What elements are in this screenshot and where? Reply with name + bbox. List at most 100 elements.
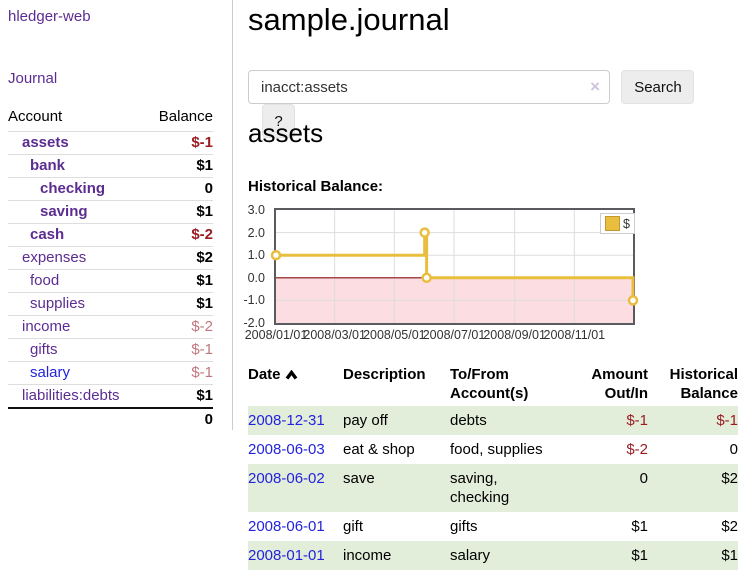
- sidebar-accounts-header: Account Balance: [8, 104, 213, 132]
- transaction-accounts: salary: [450, 547, 491, 564]
- register-row: 2008-06-02 save saving, checking 0 $2: [248, 464, 738, 512]
- sidebar-account-row: bank $1: [8, 154, 213, 178]
- transaction-amount: $1: [631, 547, 648, 564]
- balance-column-header: Historical Balance: [669, 366, 738, 402]
- sidebar-account-row: salary $-1: [8, 361, 213, 385]
- account-balance: 0: [145, 177, 213, 201]
- sidebar-divider: [232, 0, 233, 430]
- account-balance: $1: [145, 384, 213, 408]
- legend-label: $: [623, 216, 630, 231]
- y-tick-label: 1.0: [247, 248, 265, 263]
- sidebar-account-link[interactable]: assets: [22, 134, 69, 151]
- transaction-description: gift: [343, 518, 364, 535]
- chart-x-axis: 2008/01/01 2008/03/01 2008/05/01 2008/07/01…: [245, 328, 633, 344]
- y-tick-label: 0.0: [247, 270, 265, 285]
- sidebar-account-link[interactable]: saving: [40, 203, 88, 220]
- transaction-date-link[interactable]: 2008-12-31: [248, 412, 325, 429]
- account-title: assets: [248, 118, 324, 148]
- x-tick-label: 2008/05/01: [363, 328, 426, 342]
- amount-column-header: Amount Out/In: [591, 366, 648, 402]
- total-balance: 0: [145, 407, 213, 431]
- account-balance: $-1: [145, 338, 213, 362]
- transaction-balance: 0: [729, 441, 738, 458]
- register-row: 2008-06-01 gift gifts $1 $2: [248, 512, 738, 541]
- search-form: × Search ?: [248, 70, 742, 138]
- page-title: sample.journal: [248, 2, 450, 37]
- chart-y-axis: 3.0 2.0 1.0 0.0 -1.0 -2.0: [234, 203, 270, 330]
- x-tick-label: 2008/11/01: [543, 328, 606, 342]
- help-button[interactable]: ?: [262, 104, 295, 138]
- sidebar-account-row: checking 0: [8, 177, 213, 201]
- sidebar-account-link[interactable]: checking: [40, 180, 106, 197]
- transaction-date-link[interactable]: 2008-06-01: [248, 518, 325, 535]
- chart-title: Historical Balance:: [248, 178, 384, 195]
- sidebar-account-link[interactable]: income: [22, 318, 71, 335]
- transaction-amount: 0: [639, 470, 648, 487]
- transaction-date-link[interactable]: 2008-01-01: [248, 547, 325, 564]
- sidebar-account-link[interactable]: salary: [30, 364, 71, 381]
- y-tick-label: 3.0: [247, 203, 265, 217]
- sidebar-account-link[interactable]: food: [30, 272, 60, 289]
- transaction-balance: $2: [721, 470, 738, 487]
- sidebar-total-row: 0: [8, 407, 213, 431]
- transaction-amount: $-2: [626, 441, 648, 458]
- account-column-header: Account: [8, 108, 63, 125]
- search-button[interactable]: Search: [621, 70, 695, 104]
- sidebar-account-link[interactable]: expenses: [22, 249, 87, 266]
- transaction-accounts: food, supplies: [450, 441, 543, 458]
- transaction-accounts: debts: [450, 412, 487, 429]
- sidebar-account-link[interactable]: liabilities:debts: [22, 387, 120, 404]
- account-balance: $1: [145, 269, 213, 293]
- sidebar-account-row: supplies $1: [8, 292, 213, 316]
- clear-search-icon[interactable]: ×: [590, 77, 600, 96]
- transaction-date-link[interactable]: 2008-06-03: [248, 441, 325, 458]
- register-body: 2008-12-31 pay off debts $-1 $-1 2008-06-03 ea…: [248, 406, 738, 570]
- sidebar-account-row: gifts $-1: [8, 338, 213, 362]
- register-header-row: Date Description To/From Account(s) Amou…: [248, 362, 738, 406]
- y-tick-label: -2.0: [243, 316, 265, 330]
- sidebar-account-link[interactable]: supplies: [30, 295, 86, 312]
- account-balance: $1: [145, 200, 213, 224]
- brand-link[interactable]: hledger-web: [8, 8, 91, 25]
- transaction-description: save: [343, 470, 375, 487]
- account-balance: $-2: [145, 223, 213, 247]
- x-tick-label: 2008/03/01: [303, 328, 366, 342]
- sidebar-item-journal[interactable]: Journal: [8, 70, 58, 87]
- account-balance: $-1: [145, 361, 213, 385]
- transaction-balance: $1: [721, 547, 738, 564]
- search-input[interactable]: [248, 70, 610, 104]
- y-tick-label: -1.0: [243, 293, 265, 308]
- account-balance: $1: [145, 154, 213, 178]
- y-tick-label: 2.0: [247, 225, 265, 240]
- account-balance: $1: [145, 292, 213, 316]
- x-tick-label: 2008/09/01: [483, 328, 546, 342]
- account-balance: $2: [145, 246, 213, 270]
- transaction-description: income: [343, 547, 392, 564]
- balance-chart: [270, 208, 639, 325]
- date-column-header[interactable]: Date: [248, 362, 343, 406]
- sort-ascending-icon: [285, 366, 298, 385]
- register-row: 2008-06-03 eat & shop food, supplies $-2 0: [248, 435, 738, 464]
- sidebar-account-link[interactable]: cash: [30, 226, 65, 243]
- sidebar-account-row: income $-2: [8, 315, 213, 339]
- x-tick-label: 2008/07/01: [422, 328, 486, 342]
- sidebar-account-link[interactable]: bank: [30, 157, 66, 174]
- chart-legend: $: [600, 213, 635, 234]
- transaction-description: eat & shop: [343, 441, 415, 458]
- sidebar-accounts-table: Account Balance assets $-1 bank $1 checking 0…: [8, 104, 213, 431]
- register-table: Date Description To/From Account(s) Amou…: [248, 362, 738, 570]
- transaction-amount: $1: [631, 518, 648, 535]
- sidebar-account-row: assets $-1: [8, 131, 213, 155]
- transaction-amount: $-1: [626, 412, 648, 429]
- sidebar-account-row: food $1: [8, 269, 213, 293]
- description-column-header: Description: [343, 366, 426, 383]
- sidebar-account-link[interactable]: gifts: [30, 341, 58, 358]
- register-row: 2008-12-31 pay off debts $-1 $-1: [248, 406, 738, 435]
- legend-swatch-icon: [605, 216, 620, 231]
- chart-plot-area: [270, 210, 639, 323]
- transaction-accounts: gifts: [450, 518, 478, 535]
- sidebar-account-row: expenses $2: [8, 246, 213, 270]
- register-row: 2008-01-01 income salary $1 $1: [248, 541, 738, 570]
- transaction-date-link[interactable]: 2008-06-02: [248, 470, 325, 487]
